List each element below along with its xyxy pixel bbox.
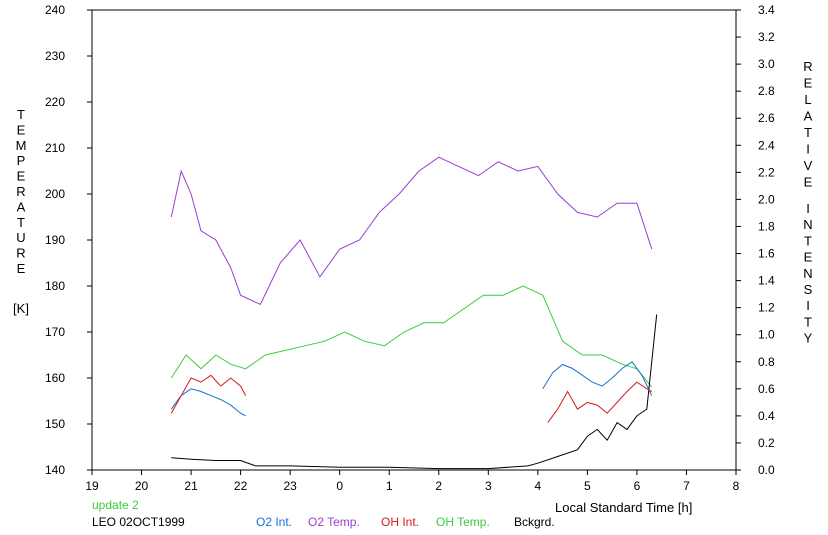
y-right-title-letter: L	[804, 92, 811, 107]
y-right-tick-label: 0.2	[758, 436, 775, 450]
y-right-title-letter: E	[804, 76, 813, 91]
y-right-title-letter: T	[804, 233, 812, 248]
y-right-title-letter: E	[804, 175, 813, 190]
series-line-oh-int	[170, 374, 247, 414]
series-line-bckgrd	[171, 314, 658, 470]
y-left-title-letter: R	[16, 246, 25, 261]
y-right-tick-label: 0.8	[758, 355, 775, 369]
y-left-title-letter: A	[17, 199, 26, 214]
x-tick-label: 21	[184, 479, 198, 493]
series-line-o2-int	[542, 361, 653, 396]
x-tick-label: 4	[535, 479, 542, 493]
legend-item: O2 Temp.	[308, 515, 360, 529]
y-left-title-letter: E	[17, 169, 26, 184]
x-tick-label: 22	[234, 479, 248, 493]
y-right-title-letter: I	[806, 298, 810, 313]
series-line-o2-int	[170, 388, 246, 417]
y-left-title-letter: T	[17, 107, 25, 122]
y-right-axis-ticks: 0.0 0.2 0.4 0.6 0.8 1.0 1.2 1.4 1.6 1.8 2.0 2.2 2.4 2…	[736, 3, 775, 477]
y-left-title-letter: R	[16, 184, 25, 199]
x-axis-title: Local Standard Time [h]	[555, 500, 692, 515]
x-tick-label: 2	[435, 479, 442, 493]
legend-item: O2 Int.	[256, 515, 293, 529]
y-right-tick-label: 1.0	[758, 328, 775, 342]
y-left-tick-label: 170	[45, 325, 65, 339]
x-tick-label: 3	[485, 479, 492, 493]
y-right-title-letter: N	[803, 266, 812, 281]
y-left-tick-label: 200	[45, 187, 65, 201]
update-label: update 2	[92, 498, 139, 512]
y-left-axis-ticks: 140 150 160 170 180 190 200 210 220 230 240	[45, 3, 92, 477]
y-right-title-letter: I	[806, 201, 810, 216]
y-left-tick-label: 180	[45, 279, 65, 293]
station-date-label: LEO 02OCT1999	[92, 515, 185, 529]
y-left-title-letter: E	[17, 261, 26, 276]
y-right-title-letter: N	[803, 217, 812, 232]
y-right-tick-label: 2.6	[758, 111, 775, 125]
x-axis-ticks: 19 20 21 22 23 0 1 2 3 4 5 6 7 8	[85, 470, 740, 493]
y-right-title-letter: S	[804, 282, 813, 297]
x-tick-label: 7	[683, 479, 690, 493]
y-left-tick-label: 190	[45, 233, 65, 247]
x-tick-label: 8	[733, 479, 740, 493]
x-tick-label: 6	[634, 479, 641, 493]
y-left-title-letter: T	[17, 215, 25, 230]
y-right-tick-label: 0.0	[758, 463, 775, 477]
x-tick-label: 1	[386, 479, 393, 493]
y-right-tick-label: 2.2	[758, 165, 775, 179]
y-left-title-letter: M	[16, 138, 27, 153]
y-right-tick-label: 3.0	[758, 57, 775, 71]
y-right-tick-label: 3.4	[758, 3, 775, 17]
y-right-title-letter: V	[804, 158, 813, 173]
x-tick-label: 5	[584, 479, 591, 493]
x-tick-label: 20	[135, 479, 149, 493]
y-left-unit: [K]	[13, 301, 29, 316]
y-right-tick-label: 1.8	[758, 219, 775, 233]
y-right-tick-label: 0.4	[758, 409, 775, 423]
y-right-tick-label: 2.0	[758, 192, 775, 206]
y-left-tick-label: 240	[45, 3, 65, 17]
y-left-tick-label: 210	[45, 141, 65, 155]
y-right-title-letter: A	[804, 109, 813, 124]
series-line-oh-temp	[170, 285, 653, 388]
y-left-tick-label: 150	[45, 417, 65, 431]
y-right-tick-label: 1.2	[758, 301, 775, 315]
y-right-title-letter: R	[803, 59, 812, 74]
y-left-tick-label: 230	[45, 49, 65, 63]
y-left-title-letter: P	[17, 153, 26, 168]
y-right-title-letter: T	[804, 314, 812, 329]
plot-frame	[91, 9, 737, 471]
y-right-tick-label: 2.4	[758, 138, 775, 152]
y-right-tick-label: 2.8	[758, 84, 775, 98]
y-right-title-letter: I	[806, 142, 810, 157]
series-line-o2-temp	[170, 156, 653, 306]
y-right-title-letter: Y	[804, 331, 813, 346]
y-left-tick-label: 160	[45, 371, 65, 385]
y-left-title-letter: E	[17, 122, 26, 137]
x-tick-label: 0	[336, 479, 343, 493]
x-tick-label: 23	[283, 479, 297, 493]
series-layer	[170, 156, 658, 470]
legend-item: OH Temp.	[436, 515, 490, 529]
y-left-tick-label: 220	[45, 95, 65, 109]
legend-item: OH Int.	[381, 515, 420, 529]
series-line-oh-int	[547, 381, 653, 423]
x-tick-label: 19	[85, 479, 99, 493]
y-right-tick-label: 1.6	[758, 247, 775, 261]
y-right-tick-label: 0.6	[758, 382, 775, 396]
y-right-tick-label: 3.2	[758, 30, 775, 44]
y-right-title-letter: T	[804, 125, 812, 140]
y-left-title-letter: U	[16, 230, 25, 245]
y-left-tick-label: 140	[45, 463, 65, 477]
y-right-tick-label: 1.4	[758, 274, 775, 288]
legend-item: Bckgrd.	[514, 515, 555, 529]
y-right-title-letter: E	[804, 250, 813, 265]
